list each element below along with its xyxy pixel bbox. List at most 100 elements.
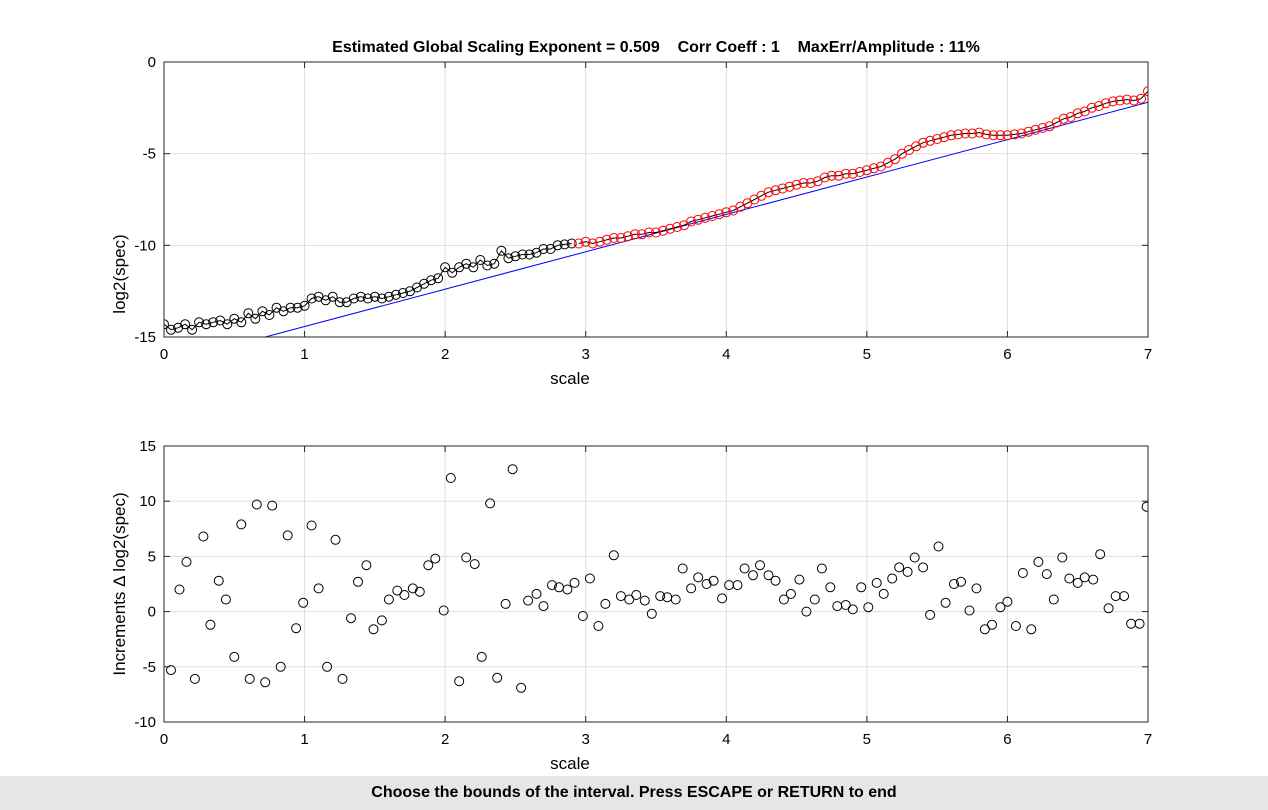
data-point bbox=[243, 308, 254, 319]
data-point bbox=[368, 624, 379, 635]
data-point bbox=[552, 240, 563, 251]
data-point bbox=[327, 291, 338, 302]
selected-data-point bbox=[960, 128, 971, 139]
data-point bbox=[213, 575, 224, 586]
data-point bbox=[390, 289, 401, 300]
bottom-plot-area[interactable] bbox=[164, 446, 1148, 722]
selected-data-point bbox=[1072, 108, 1083, 119]
data-point bbox=[517, 249, 528, 260]
x-tick-label: 4 bbox=[722, 346, 730, 363]
selected-data-point bbox=[1058, 113, 1069, 124]
data-point bbox=[909, 552, 920, 563]
data-point bbox=[918, 562, 929, 573]
data-point bbox=[1064, 573, 1075, 584]
bottom-axes[interactable]: 0 1 2 3 4 5 6 7 15 10 5 0 -5 -10 scale Increments Δ l… bbox=[110, 438, 1152, 773]
data-point bbox=[739, 563, 750, 574]
data-point bbox=[878, 588, 889, 599]
data-point bbox=[1072, 577, 1083, 588]
data-point bbox=[677, 563, 688, 574]
data-point bbox=[507, 464, 518, 475]
y-tick-label: 15 bbox=[139, 438, 156, 455]
selected-data-point bbox=[974, 127, 985, 138]
data-point bbox=[407, 583, 418, 594]
data-point bbox=[292, 302, 303, 313]
selected-data-point bbox=[854, 167, 865, 177]
data-point bbox=[166, 665, 176, 676]
data-point bbox=[166, 324, 176, 335]
data-point bbox=[229, 651, 240, 662]
y-tick-label: -5 bbox=[143, 146, 156, 163]
top-axes-box bbox=[163, 61, 1149, 338]
data-point bbox=[334, 297, 345, 308]
data-point bbox=[430, 553, 441, 564]
selected-data-point bbox=[988, 130, 999, 141]
selected-data-point bbox=[601, 234, 612, 245]
data-point bbox=[701, 579, 712, 589]
selected-data-point bbox=[651, 227, 661, 238]
data-point bbox=[531, 588, 542, 599]
data-point bbox=[1017, 568, 1028, 578]
data-point bbox=[475, 255, 486, 265]
selected-data-point bbox=[622, 231, 633, 242]
top-axes[interactable]: Estimated Global Scaling Exponent = 0.50… bbox=[110, 39, 1153, 388]
top-x-axis-label: scale bbox=[550, 369, 590, 388]
data-point bbox=[964, 605, 975, 616]
data-point bbox=[724, 580, 735, 591]
data-point bbox=[847, 604, 858, 615]
x-tick-label: 6 bbox=[1003, 346, 1011, 363]
data-point bbox=[523, 595, 534, 606]
data-point bbox=[856, 582, 867, 593]
x-tick-label: 5 bbox=[863, 731, 871, 748]
data-point bbox=[264, 310, 275, 320]
x-tick-label: 5 bbox=[863, 346, 871, 363]
data-point bbox=[584, 573, 595, 584]
data-point bbox=[267, 500, 278, 511]
y-tick-label: -5 bbox=[143, 659, 156, 676]
series-line bbox=[578, 90, 1148, 245]
data-point bbox=[220, 594, 231, 605]
bottom-x-axis-label: scale bbox=[550, 754, 590, 773]
data-point bbox=[445, 473, 456, 483]
data-point bbox=[180, 319, 191, 330]
data-point bbox=[949, 579, 959, 589]
data-point bbox=[298, 597, 309, 608]
data-point bbox=[362, 293, 373, 304]
data-point bbox=[251, 499, 262, 510]
bottom-data-layer bbox=[166, 464, 1148, 693]
data-point bbox=[748, 570, 758, 581]
data-point bbox=[1134, 618, 1145, 629]
selected-data-point bbox=[1136, 93, 1146, 104]
data-point bbox=[538, 244, 549, 254]
data-point bbox=[503, 253, 514, 264]
data-point bbox=[510, 251, 521, 262]
data-point bbox=[1119, 591, 1130, 602]
data-point bbox=[646, 608, 657, 619]
y-tick-label: 5 bbox=[148, 548, 156, 565]
top-plot-area[interactable] bbox=[164, 62, 1148, 337]
data-point bbox=[995, 602, 1006, 613]
data-point bbox=[1095, 549, 1106, 560]
selected-data-point bbox=[1037, 123, 1048, 133]
data-point bbox=[164, 319, 169, 330]
selected-data-point bbox=[665, 223, 676, 234]
y-tick-label: -10 bbox=[134, 237, 156, 254]
data-point bbox=[392, 585, 403, 596]
selected-data-point bbox=[1016, 128, 1027, 139]
x-tick-label: 7 bbox=[1144, 346, 1152, 363]
data-point bbox=[181, 556, 192, 567]
data-point bbox=[469, 559, 480, 570]
top-chart-title: Estimated Global Scaling Exponent = 0.50… bbox=[332, 39, 980, 56]
data-point bbox=[615, 591, 626, 602]
data-point bbox=[547, 580, 557, 591]
bottom-axes-box bbox=[163, 445, 1149, 723]
data-point bbox=[686, 583, 697, 594]
selected-data-point bbox=[587, 238, 598, 249]
selected-data-point bbox=[833, 170, 844, 181]
data-point bbox=[825, 582, 836, 593]
data-point bbox=[489, 258, 500, 269]
data-point bbox=[940, 597, 951, 608]
x-tick-label: 0 bbox=[160, 731, 168, 748]
data-point bbox=[902, 566, 913, 577]
data-point bbox=[987, 619, 997, 630]
data-point bbox=[708, 575, 719, 586]
